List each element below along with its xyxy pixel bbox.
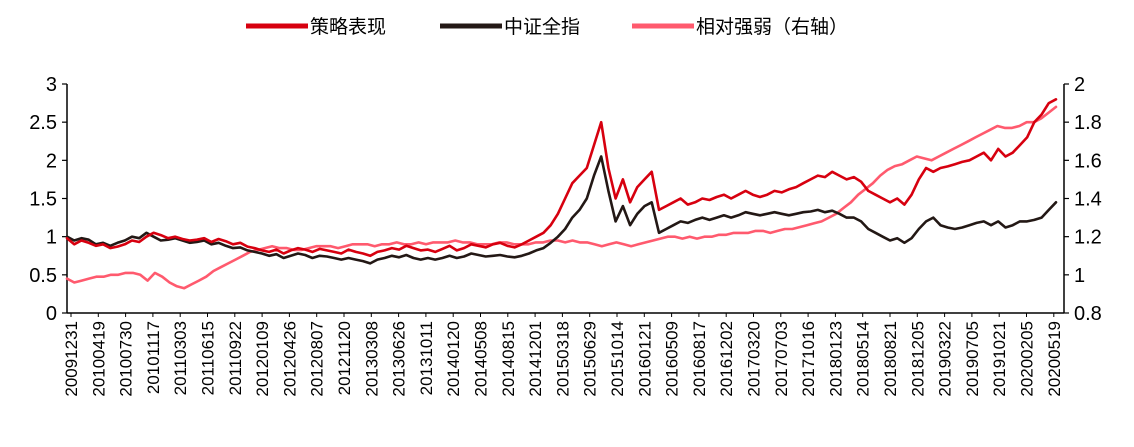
x-tick-label: 20100730 [117, 321, 136, 397]
x-tick-label: 20100419 [89, 321, 108, 397]
x-tick-label: 20110615 [199, 321, 218, 395]
x-tick-label: 20101117 [144, 321, 163, 394]
legend-label-1: 中证全指 [504, 16, 580, 38]
x-tick-label: 20140815 [499, 321, 518, 397]
x-tick-label: 20170703 [772, 321, 791, 397]
x-tick-label: 20180123 [826, 321, 845, 397]
x-tick-label: 20120807 [308, 321, 327, 397]
x-tick-label: 20160509 [663, 321, 682, 397]
legend-label-0: 策略表现 [310, 16, 386, 38]
x-tick-label: 20180821 [881, 321, 900, 397]
left-tick-label: 1.5 [29, 189, 57, 211]
right-tick-label: 1.2 [1074, 227, 1102, 249]
right-tick-label: 1.8 [1074, 112, 1102, 134]
x-tick-label: 20150629 [581, 321, 600, 397]
left-tick-label: 0.5 [29, 265, 57, 287]
x-tick-label: 20130626 [390, 321, 409, 397]
x-tick-label: 20190322 [936, 321, 955, 397]
x-tick-label: 20151014 [608, 321, 627, 397]
left-tick-label: 2.5 [29, 112, 57, 134]
left-tick-label: 2 [46, 150, 57, 172]
x-tick-label: 20120426 [280, 321, 299, 397]
x-tick-label: 20140508 [472, 321, 491, 397]
right-tick-label: 2 [1074, 74, 1085, 96]
x-tick-label: 20160121 [635, 321, 654, 397]
x-tick-label: 20161202 [717, 321, 736, 397]
x-tick-label: 20120109 [253, 321, 272, 397]
x-tick-label: 20170320 [745, 321, 764, 397]
series-line-0 [65, 98, 1058, 258]
right-tick-label: 1.4 [1074, 189, 1102, 211]
x-tick-label: 20131011 [417, 321, 436, 395]
x-tick-label: 20110922 [226, 321, 245, 395]
x-tick-label: 20121120 [335, 321, 354, 395]
right-tick-label: 0.8 [1074, 303, 1102, 325]
x-tick-label: 20171016 [799, 321, 818, 397]
series-line-1 [65, 155, 1058, 265]
x-tick-label: 20130308 [362, 321, 381, 397]
x-tick-label: 20190705 [963, 321, 982, 397]
x-tick-label: 20200205 [1018, 321, 1037, 397]
x-tick-label: 20141201 [526, 321, 545, 397]
left-tick-label: 3 [46, 74, 57, 96]
x-tick-label: 20181205 [908, 321, 927, 397]
right-tick-label: 1.6 [1074, 150, 1102, 172]
left-tick-label: 0 [46, 303, 57, 325]
x-tick-label: 20091231 [62, 321, 81, 397]
x-tick-label: 20200519 [1045, 321, 1064, 397]
x-tick-label: 20160817 [690, 321, 709, 397]
left-tick-label: 1 [46, 227, 57, 249]
series-line-2 [65, 105, 1058, 290]
x-tick-label: 20191021 [990, 321, 1009, 397]
x-tick-label: 20150318 [553, 321, 572, 397]
right-tick-label: 1 [1074, 265, 1085, 287]
legend-label-2: 相对强弱（右轴） [696, 16, 848, 38]
x-tick-label: 20110303 [171, 321, 190, 395]
x-tick-label: 20180514 [854, 321, 873, 397]
x-tick-label: 20140120 [444, 321, 463, 397]
